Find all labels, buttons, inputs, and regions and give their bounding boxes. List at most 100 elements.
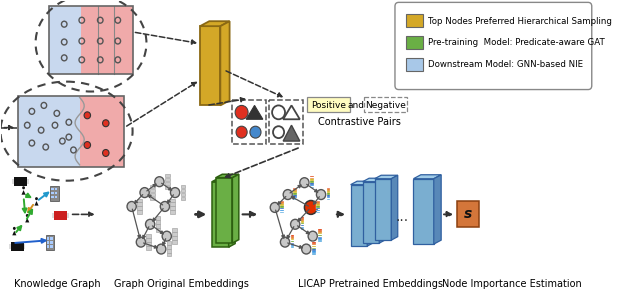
Bar: [167, 245, 172, 249]
Bar: [312, 249, 316, 251]
Circle shape: [35, 197, 38, 200]
Bar: [406, 14, 422, 27]
Bar: [312, 248, 316, 249]
Bar: [51, 192, 54, 194]
Bar: [51, 195, 54, 198]
Bar: [51, 241, 52, 244]
Bar: [312, 244, 316, 246]
Bar: [310, 185, 314, 187]
Polygon shape: [220, 21, 230, 105]
Bar: [137, 210, 142, 214]
Bar: [406, 58, 422, 71]
Bar: [54, 211, 67, 220]
Polygon shape: [25, 218, 29, 222]
Bar: [18, 96, 79, 167]
Polygon shape: [228, 178, 235, 247]
Bar: [147, 234, 151, 238]
Bar: [165, 182, 170, 185]
Bar: [291, 246, 294, 248]
Bar: [28, 179, 29, 184]
Circle shape: [300, 178, 309, 188]
Bar: [49, 6, 81, 74]
Bar: [51, 186, 59, 200]
Bar: [318, 240, 322, 242]
Bar: [293, 197, 297, 198]
Bar: [79, 96, 124, 167]
Text: ...: ...: [396, 210, 409, 224]
Circle shape: [13, 227, 16, 230]
Circle shape: [26, 214, 29, 217]
FancyBboxPatch shape: [395, 2, 592, 90]
Text: Pre-training  Model: Predicate-aware GAT: Pre-training Model: Predicate-aware GAT: [428, 39, 605, 48]
Polygon shape: [351, 181, 374, 185]
Bar: [280, 202, 284, 204]
Circle shape: [301, 244, 311, 254]
Bar: [67, 213, 69, 218]
Bar: [170, 198, 175, 202]
Bar: [156, 224, 160, 228]
Text: s: s: [464, 207, 472, 221]
Polygon shape: [367, 181, 374, 246]
Bar: [310, 181, 314, 183]
Circle shape: [283, 189, 292, 200]
Bar: [316, 206, 320, 208]
Polygon shape: [216, 178, 232, 243]
FancyBboxPatch shape: [307, 97, 349, 112]
Polygon shape: [12, 231, 17, 235]
Circle shape: [127, 201, 136, 211]
Bar: [280, 204, 284, 206]
Bar: [170, 203, 175, 206]
Text: Top Nodes Preferred Hierarchical Sampling: Top Nodes Preferred Hierarchical Samplin…: [428, 17, 612, 26]
Bar: [293, 188, 297, 189]
Bar: [310, 183, 314, 185]
Circle shape: [270, 203, 280, 212]
Bar: [81, 6, 132, 74]
Bar: [301, 221, 305, 222]
Bar: [45, 235, 54, 250]
Bar: [170, 206, 175, 210]
Bar: [137, 198, 142, 202]
Polygon shape: [374, 179, 391, 240]
Bar: [291, 237, 294, 238]
Bar: [312, 246, 316, 247]
Bar: [293, 199, 297, 200]
Bar: [280, 211, 284, 213]
Bar: [301, 223, 305, 225]
Bar: [55, 192, 58, 194]
Polygon shape: [283, 125, 300, 141]
Bar: [318, 238, 322, 240]
Bar: [301, 225, 305, 226]
Polygon shape: [200, 26, 220, 105]
Polygon shape: [22, 190, 26, 195]
Bar: [316, 210, 320, 211]
Circle shape: [22, 186, 25, 189]
Bar: [293, 195, 297, 197]
Circle shape: [250, 126, 261, 138]
Text: and: and: [348, 101, 365, 110]
Bar: [137, 206, 142, 210]
Bar: [269, 100, 303, 144]
Circle shape: [84, 112, 90, 119]
Bar: [326, 191, 330, 193]
Bar: [150, 189, 155, 192]
Polygon shape: [212, 178, 235, 182]
Polygon shape: [351, 185, 367, 246]
Bar: [316, 202, 320, 204]
Polygon shape: [35, 201, 38, 206]
Bar: [280, 206, 284, 208]
Bar: [170, 210, 175, 214]
Bar: [18, 96, 124, 167]
Polygon shape: [200, 21, 230, 26]
Polygon shape: [413, 175, 441, 179]
Bar: [147, 238, 151, 242]
Bar: [312, 253, 316, 255]
Circle shape: [102, 149, 109, 157]
Bar: [318, 235, 322, 236]
Bar: [310, 179, 314, 181]
Bar: [156, 216, 160, 220]
Bar: [180, 192, 185, 196]
Bar: [291, 239, 294, 240]
Circle shape: [160, 201, 170, 211]
Bar: [47, 237, 49, 240]
Circle shape: [236, 126, 247, 138]
